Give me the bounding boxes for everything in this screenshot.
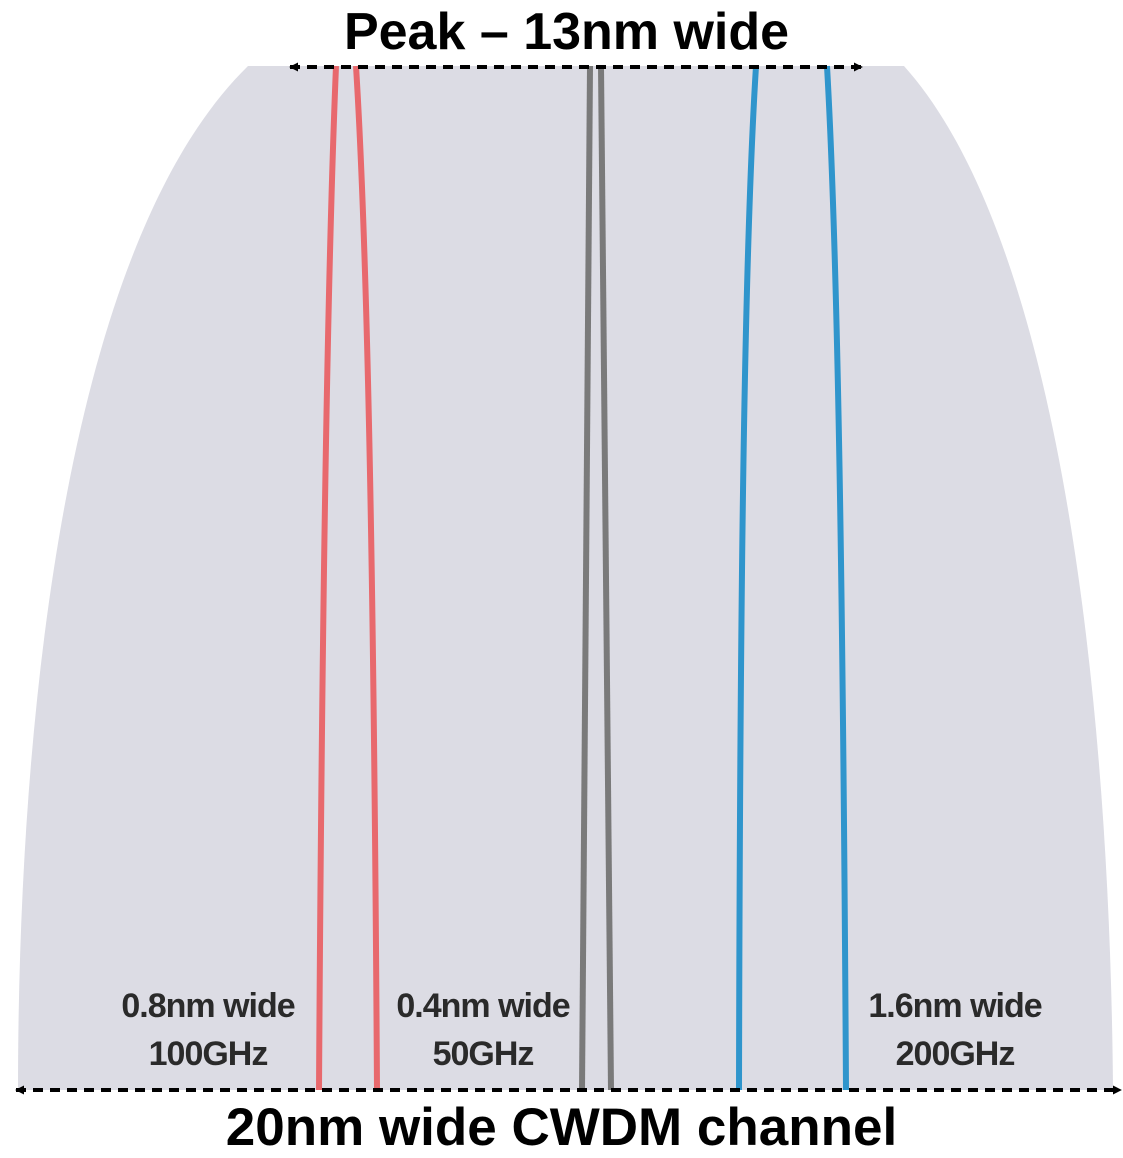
channel-spacing-label: 100GHz xyxy=(148,1035,269,1073)
channel-gray-right-edge xyxy=(598,65,614,1091)
channel-red-right-edge xyxy=(353,65,380,1091)
channel-label-gray: 0.4nm wide 50GHz xyxy=(378,982,588,1078)
channel-width-label: 0.4nm wide xyxy=(396,987,570,1025)
channel-width-label: 1.6nm wide xyxy=(868,987,1042,1025)
channel-spacing-label: 50GHz xyxy=(432,1035,535,1073)
channel-spacing-label: 200GHz xyxy=(895,1035,1016,1073)
channel-red-left-edge xyxy=(316,65,339,1091)
cwdm-channel-label: 20nm wide CWDM channel xyxy=(225,1098,898,1157)
channel-blue-right-edge xyxy=(824,65,849,1091)
cwdm-band-shape xyxy=(18,66,1113,1090)
channel-label-blue: 1.6nm wide 200GHz xyxy=(850,982,1060,1078)
peak-width-label: Peak – 13nm wide xyxy=(343,3,790,61)
channel-width-label: 0.8nm wide xyxy=(121,987,295,1025)
channel-gray-left-edge xyxy=(579,65,593,1091)
channel-label-red: 0.8nm wide 100GHz xyxy=(100,982,316,1078)
channel-blue-left-edge xyxy=(736,65,759,1091)
